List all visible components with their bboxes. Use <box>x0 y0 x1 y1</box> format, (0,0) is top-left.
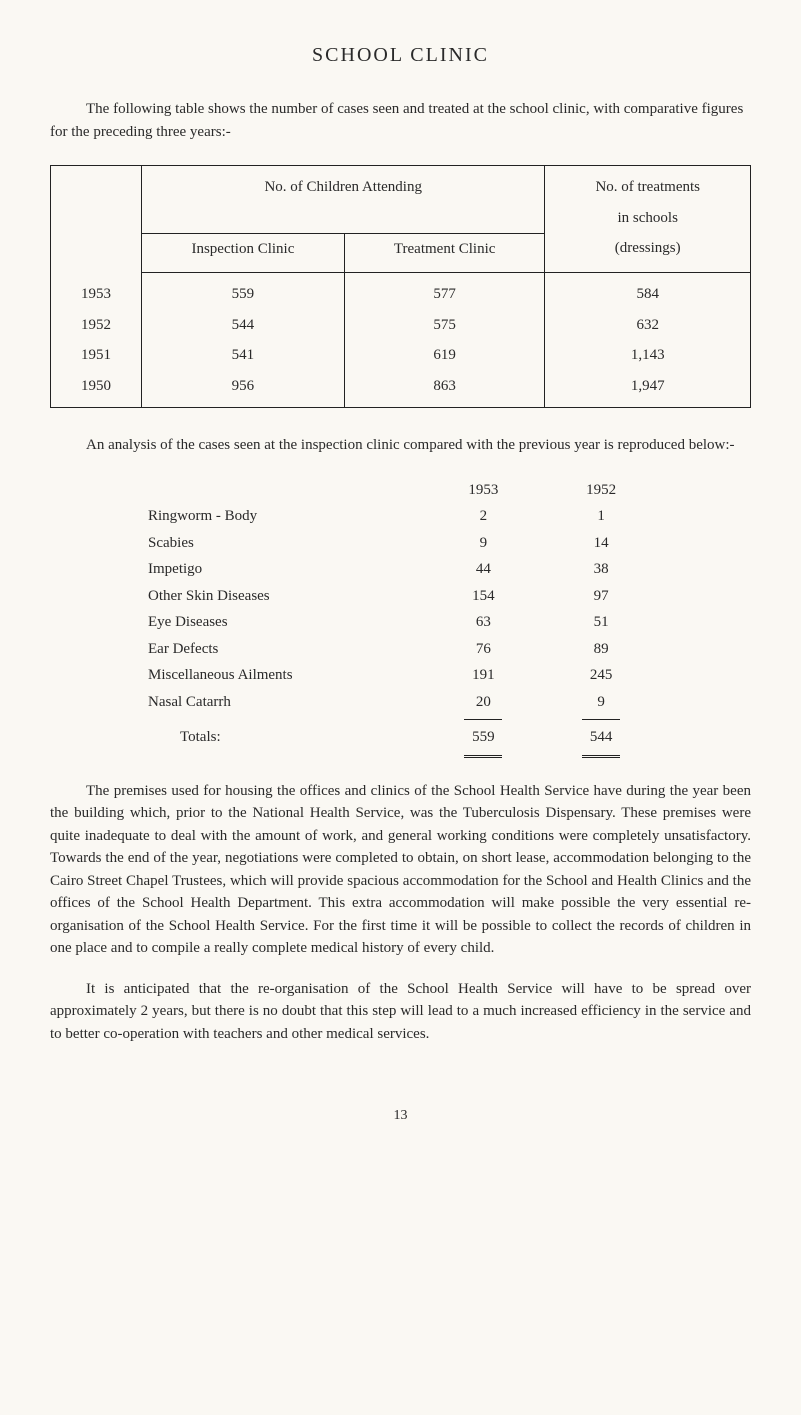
totals-label: Totals: <box>140 724 424 751</box>
year-cell: 1952 <box>51 310 142 341</box>
subheader-inspection: Inspection Clinic <box>142 233 345 264</box>
analysis-table: 1953 1952 Ringworm - Body 2 1 Scabies 9 … <box>140 477 660 762</box>
totals-1953: 559 <box>424 724 542 751</box>
treatment-cell: 619 <box>344 340 545 371</box>
inspection-cell: 541 <box>142 340 345 371</box>
dressings-cell: 1,947 <box>545 371 751 408</box>
condition-label: Nasal Catarrh <box>140 689 424 716</box>
inspection-cell: 559 <box>142 273 345 310</box>
value-1953: 20 <box>424 689 542 716</box>
rule-single <box>464 719 502 720</box>
treatment-cell: 575 <box>344 310 545 341</box>
value-1952: 89 <box>542 636 660 663</box>
table-row: 1952 544 575 632 <box>51 310 751 341</box>
value-1952: 14 <box>542 530 660 557</box>
condition-label: Miscellaneous Ailments <box>140 662 424 689</box>
year-cell: 1950 <box>51 371 142 408</box>
year-header-1953: 1953 <box>424 477 542 504</box>
treatment-cell: 577 <box>344 273 545 310</box>
table-row: Nasal Catarrh 20 9 <box>140 689 660 716</box>
condition-label: Other Skin Diseases <box>140 583 424 610</box>
value-1953: 9 <box>424 530 542 557</box>
value-1952: 245 <box>542 662 660 689</box>
inspection-cell: 544 <box>142 310 345 341</box>
page-number: 13 <box>50 1105 751 1126</box>
table-row: 1953 559 577 584 <box>51 273 751 310</box>
subheader-treatment: Treatment Clinic <box>344 233 545 264</box>
table-row: Scabies 9 14 <box>140 530 660 557</box>
value-1952: 1 <box>542 503 660 530</box>
value-1953: 76 <box>424 636 542 663</box>
rule-double <box>464 755 502 758</box>
condition-label: Scabies <box>140 530 424 557</box>
header-treatments-line1: No. of treatments <box>545 166 751 203</box>
totals-1952: 544 <box>542 724 660 751</box>
rule-double <box>582 755 620 758</box>
analysis-intro-paragraph: An analysis of the cases seen at the ins… <box>50 434 751 457</box>
table-row: Ringworm - Body 2 1 <box>140 503 660 530</box>
dressings-cell: 632 <box>545 310 751 341</box>
inspection-cell: 956 <box>142 371 345 408</box>
condition-label: Impetigo <box>140 556 424 583</box>
value-1952: 51 <box>542 609 660 636</box>
value-1953: 63 <box>424 609 542 636</box>
value-1952: 38 <box>542 556 660 583</box>
dressings-cell: 1,143 <box>545 340 751 371</box>
attendance-table: No. of Children Attending No. of treatme… <box>50 165 751 408</box>
dressings-cell: 584 <box>545 273 751 310</box>
rule-single <box>582 719 620 720</box>
value-1953: 191 <box>424 662 542 689</box>
totals-row: Totals: 559 544 <box>140 724 660 751</box>
value-1952: 9 <box>542 689 660 716</box>
value-1953: 154 <box>424 583 542 610</box>
table-row: Miscellaneous Ailments 191 245 <box>140 662 660 689</box>
treatment-cell: 863 <box>344 371 545 408</box>
year-header-1952: 1952 <box>542 477 660 504</box>
condition-label: Ear Defects <box>140 636 424 663</box>
header-children-attending: No. of Children Attending <box>142 166 545 203</box>
value-1953: 2 <box>424 503 542 530</box>
reorganisation-paragraph: It is anticipated that the re-organisati… <box>50 978 751 1046</box>
intro-paragraph: The following table shows the number of … <box>50 98 751 143</box>
table-row: 1951 541 619 1,143 <box>51 340 751 371</box>
premises-paragraph: The premises used for housing the office… <box>50 780 751 960</box>
condition-label: Ringworm - Body <box>140 503 424 530</box>
table-row: 1950 956 863 1,947 <box>51 371 751 408</box>
year-cell: 1953 <box>51 273 142 310</box>
header-treatments-line3: (dressings) <box>545 233 751 264</box>
value-1952: 97 <box>542 583 660 610</box>
table-row: Impetigo 44 38 <box>140 556 660 583</box>
table-row: Ear Defects 76 89 <box>140 636 660 663</box>
value-1953: 44 <box>424 556 542 583</box>
year-cell: 1951 <box>51 340 142 371</box>
table-row: Other Skin Diseases 154 97 <box>140 583 660 610</box>
page-title: SCHOOL CLINIC <box>50 40 751 70</box>
condition-label: Eye Diseases <box>140 609 424 636</box>
table-row: Eye Diseases 63 51 <box>140 609 660 636</box>
header-treatments-line2: in schools <box>545 203 751 234</box>
